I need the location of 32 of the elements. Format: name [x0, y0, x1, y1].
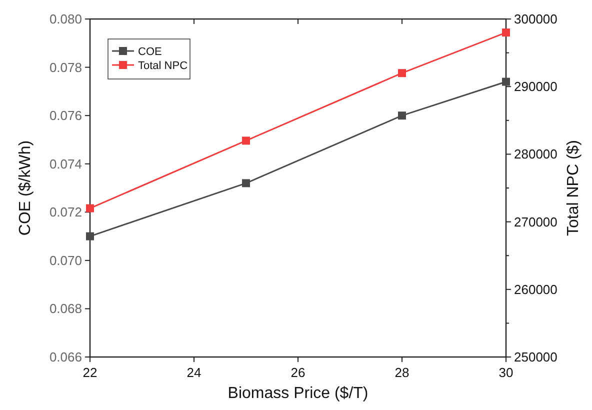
point: [86, 204, 94, 212]
y-tick-label: 0.078: [49, 60, 82, 75]
y2-tick-label: 290000: [514, 79, 558, 94]
y-tick-label: 0.070: [49, 252, 82, 268]
point: [398, 69, 406, 78]
x-axis-title: Biomass Price ($/T): [228, 385, 368, 402]
point: [398, 112, 406, 120]
x-tick-label: 28: [394, 365, 410, 380]
y2-tick-label: 260000: [514, 282, 558, 297]
point: [242, 179, 250, 188]
y-tick-label: 0.066: [49, 350, 82, 364]
y2-tick-label: 250000: [514, 350, 558, 364]
legend-label: COE: [138, 46, 162, 58]
y2-axis-title: Total NPC ($): [565, 140, 582, 236]
y-tick-label: 0.072: [49, 204, 82, 220]
y-tick-label: 0.076: [49, 108, 82, 124]
x-tick-label: 22: [82, 365, 98, 380]
y2-tick-label: 270000: [514, 214, 558, 230]
point: [502, 78, 510, 86]
y2-tick-label: 300000: [514, 12, 558, 26]
y-axis-title: COE ($/kWh): [17, 140, 34, 236]
x-tick-label: 26: [290, 365, 306, 380]
y-tick-label: 0.068: [49, 301, 82, 316]
legend-label: Total NPC: [138, 60, 188, 72]
y-tick-label: 0.074: [49, 156, 82, 172]
y2-tick-label: 280000: [514, 146, 558, 162]
x-tick-label: 24: [186, 365, 202, 380]
y-tick-label: 0.080: [49, 12, 82, 26]
point: [86, 232, 94, 240]
point: [502, 28, 510, 37]
point: [242, 136, 250, 145]
x-tick-label: 30: [498, 365, 514, 380]
